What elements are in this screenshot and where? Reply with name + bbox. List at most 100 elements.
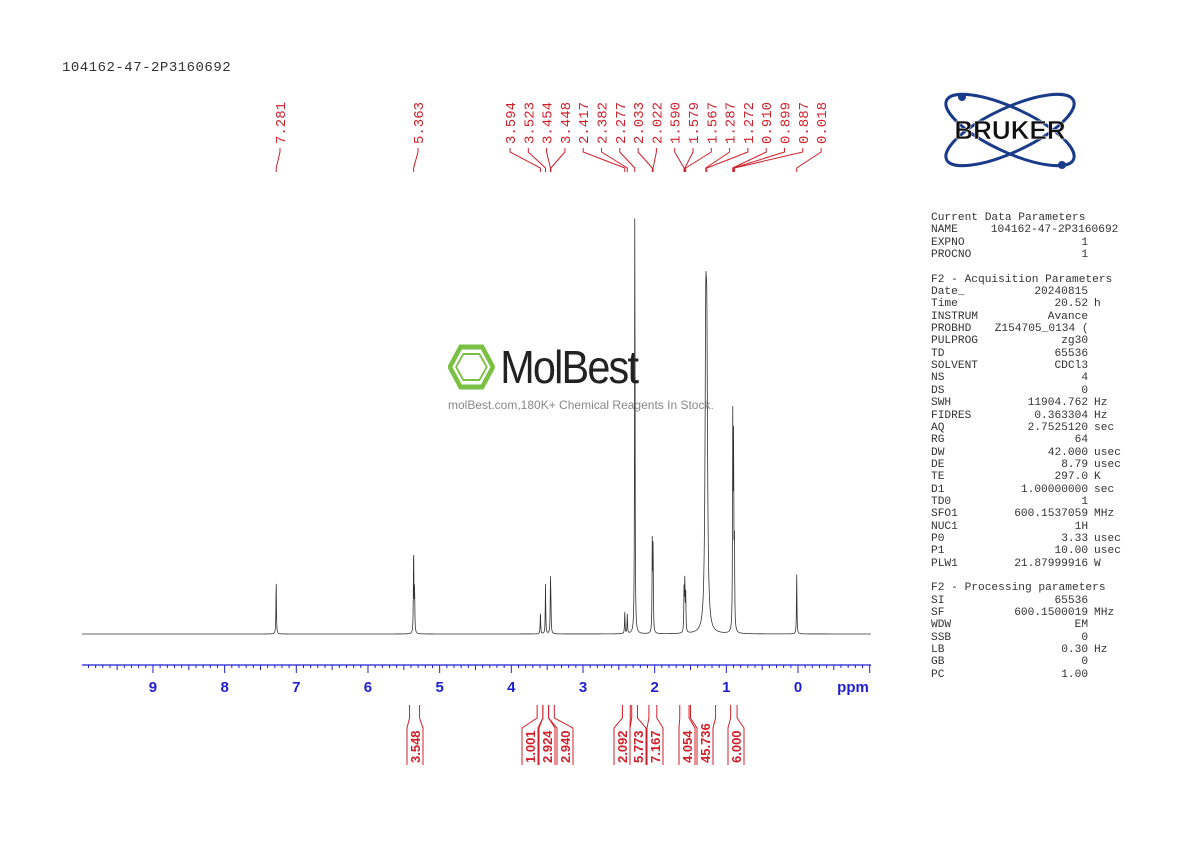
peak-label: 1.590 <box>669 102 685 144</box>
param-key: AQ <box>931 421 945 434</box>
peak-label-leader <box>509 148 541 172</box>
param-value: 104162-47-2P3160692 <box>990 224 1119 237</box>
param-value: CDCl3 <box>1054 360 1089 373</box>
param-unit: sec <box>1094 421 1115 434</box>
param-value: 64 <box>1074 434 1089 447</box>
watermark-tagline: molBest.com,180K+ Chemical Reagents In S… <box>448 398 714 412</box>
param-row: DW 42.000 usec <box>931 447 1131 459</box>
param-key: LB <box>931 644 945 657</box>
param-unit: sec <box>1094 483 1115 496</box>
x-tick-label: 2 <box>650 679 658 696</box>
param-unit: usec <box>1094 545 1121 558</box>
x-tick-label: 5 <box>435 679 443 696</box>
param-value: 1.00 <box>1061 668 1089 681</box>
param-key: GB <box>931 656 945 669</box>
x-axis-label: ppm <box>837 679 869 696</box>
peak-label-leader <box>705 148 731 172</box>
param-unit: Hz <box>1094 397 1108 410</box>
param-row: SSB 0 <box>931 632 1131 644</box>
peak-label-leader <box>582 148 626 172</box>
param-key: TD0 <box>931 495 952 508</box>
x-tick-label: 9 <box>149 679 157 696</box>
peak-labels: 7.281 5.363 3.594 3.523 3.454 3.448 2.417 2.382… <box>274 102 831 172</box>
peak-label: 2.022 <box>650 102 666 144</box>
param-value: Avance <box>1047 310 1089 323</box>
peak-label: 2.382 <box>596 102 612 144</box>
x-tick-label: 3 <box>579 679 587 696</box>
peak-label-leader <box>684 148 694 172</box>
peak-label: 0.899 <box>779 102 795 144</box>
param-key: EXPNO <box>931 236 965 249</box>
param-row: NUC1 1H <box>931 521 1131 533</box>
param-row: GB 0 <box>931 656 1131 668</box>
param-row: RG 64 <box>931 434 1131 446</box>
param-value: 10.00 <box>1054 545 1089 558</box>
peak-label-leader <box>550 148 566 172</box>
integral-value: 2.924 <box>540 730 555 763</box>
param-row: PULPROG zg30 <box>931 335 1131 347</box>
param-key: Time <box>931 298 958 311</box>
param-value: zg30 <box>1061 335 1089 348</box>
param-unit <box>1091 224 1131 236</box>
param-row: SOLVENT CDCl3 <box>931 360 1131 372</box>
param-row: FIDRES 0.363304 Hz <box>931 410 1131 422</box>
param-key: RG <box>931 434 945 447</box>
param-value: 20.52 <box>1054 298 1089 311</box>
param-value: 0 <box>1081 656 1089 669</box>
peak-label: 3.523 <box>522 102 538 144</box>
param-unit: h <box>1094 298 1101 311</box>
param-row: DS 0 <box>931 385 1131 397</box>
peak-label-leader <box>732 148 767 172</box>
param-row: EXPNO 1 <box>931 237 1131 249</box>
peak-label: 1.272 <box>742 102 758 144</box>
param-row: WDW EM <box>931 619 1131 631</box>
integral-bracket <box>678 705 696 765</box>
param-key: NUC1 <box>931 520 958 533</box>
param-key: PULPROG <box>931 335 978 348</box>
param-unit <box>1088 348 1131 360</box>
param-key: PROBHD <box>931 323 972 336</box>
param-value: 8.79 <box>1061 458 1089 471</box>
param-key: P1 <box>931 545 945 558</box>
integral-value: 2.092 <box>615 730 630 763</box>
peak-label: 2.033 <box>632 102 648 144</box>
param-key: SI <box>931 594 945 607</box>
param-row: DE 8.79 usec <box>931 459 1131 471</box>
x-tick-label: 7 <box>292 679 300 696</box>
param-key: NS <box>931 372 945 385</box>
param-value: 3.33 <box>1061 532 1089 545</box>
param-value: 4 <box>1081 372 1089 385</box>
peak-label: 1.287 <box>724 102 740 144</box>
param-unit <box>1088 619 1131 631</box>
param-value: 600.1500019 <box>1014 607 1089 619</box>
parameters-panel: Current Data Parameters NAME 104162-47-2P3… <box>931 212 1131 681</box>
integral-bracket <box>629 705 647 765</box>
param-key: TD <box>931 347 945 360</box>
param-row: SI 65536 <box>931 595 1131 607</box>
peak-label-leader <box>674 148 685 172</box>
param-unit: MHz <box>1094 508 1115 521</box>
param-row: PROBHD Z154705_0134 ( <box>931 323 1131 335</box>
param-unit <box>1088 311 1131 323</box>
param-key: DE <box>931 458 945 471</box>
peak-label: 3.594 <box>504 102 520 144</box>
param-row: TD 65536 <box>931 348 1131 360</box>
param-key: D1 <box>931 483 945 496</box>
peak-label: 1.579 <box>687 102 703 144</box>
param-unit <box>1088 372 1131 384</box>
param-key: INSTRUM <box>931 310 978 323</box>
param-value: EM <box>1074 619 1089 632</box>
param-value: 297.0 <box>1054 471 1089 484</box>
spectrum-line <box>82 218 871 635</box>
param-value: 0.30 <box>1061 644 1089 657</box>
param-key: PLW1 <box>931 557 958 570</box>
param-unit <box>1088 656 1131 668</box>
param-row: INSTRUM Avance <box>931 311 1131 323</box>
param-row: LB 0.30 Hz <box>931 644 1131 656</box>
x-tick-label: 6 <box>364 679 372 696</box>
peak-label-leader <box>733 148 785 172</box>
param-unit <box>1089 323 1131 335</box>
peak-label-leader <box>796 148 822 172</box>
param-row: Time 20.52 h <box>931 298 1131 310</box>
param-unit: Hz <box>1094 409 1108 422</box>
